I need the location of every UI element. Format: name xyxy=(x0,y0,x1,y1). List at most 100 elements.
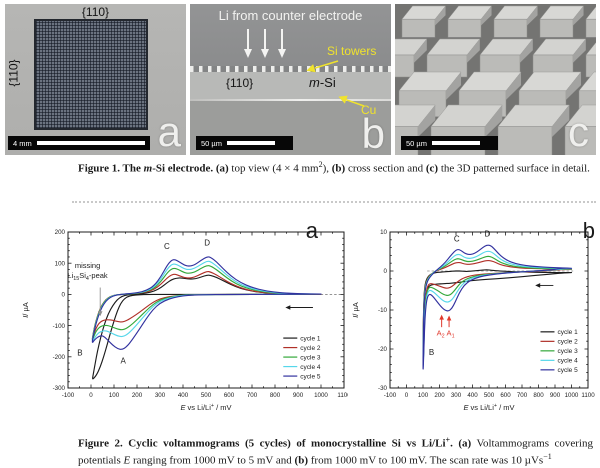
series xyxy=(91,256,322,380)
series-cycle-4 xyxy=(91,260,322,342)
svg-text:cycle 3: cycle 3 xyxy=(557,348,578,355)
patterned-silicon-chip xyxy=(34,19,148,130)
annotations: C D BA2 A1 xyxy=(429,230,554,357)
svg-text:cycle 4: cycle 4 xyxy=(557,358,578,365)
series-cycle-2 xyxy=(422,259,573,364)
series xyxy=(422,244,573,370)
svg-text:cycle 1: cycle 1 xyxy=(300,335,321,342)
svg-text:A1: A1 xyxy=(447,329,455,340)
svg-text:cycle 5: cycle 5 xyxy=(557,367,578,374)
series-cycle-5 xyxy=(91,256,322,350)
svg-text:500: 500 xyxy=(484,392,495,399)
series-cycle-1 xyxy=(92,274,322,380)
cv-chart-b-plot: -100 0 100 200 300 400 500 600 700 800 900 1000 1100… xyxy=(351,229,595,412)
svg-text:900: 900 xyxy=(550,392,561,399)
axes: -100010020030040050060070080090010001100… xyxy=(53,229,352,399)
svg-text:0: 0 xyxy=(89,392,93,399)
panel-letter-a: a xyxy=(157,108,181,155)
svg-text:missing: missing xyxy=(75,261,100,270)
scale-bar-label: 50 µm xyxy=(406,138,427,148)
electrolyte-region xyxy=(190,4,391,66)
svg-text:-300: -300 xyxy=(53,385,66,392)
series-cycle-2 xyxy=(91,270,322,340)
figure1-caption: Figure 1. The m-Si electrode. (a) top vi… xyxy=(78,160,590,175)
msi-italic-m: m xyxy=(309,75,320,90)
svg-text:500: 500 xyxy=(201,392,212,399)
panel-b-arrows xyxy=(244,29,365,107)
svg-text:-100: -100 xyxy=(53,323,66,330)
cv-chart-a-plot: -100010020030040050060070080090010001100… xyxy=(21,229,352,412)
crystal-plane-top-label: {110} xyxy=(81,5,110,19)
li-arrowhead-1 xyxy=(244,49,252,58)
svg-text:300: 300 xyxy=(155,392,166,399)
si-towers-arrow xyxy=(314,60,339,69)
scale-bar: 50 µm xyxy=(401,136,498,150)
si-towers-arrowhead xyxy=(306,64,316,73)
legend: cycle 1 cycle 2 cycle 3 cycle 4 cycle 5 xyxy=(540,329,578,374)
svg-text:0: 0 xyxy=(62,292,66,299)
svg-text:cycle 5: cycle 5 xyxy=(300,373,321,380)
cu-arrow xyxy=(345,98,365,107)
scale-bar-label: 4 mm xyxy=(13,138,32,148)
svg-text:700: 700 xyxy=(517,392,528,399)
svg-text:0: 0 xyxy=(405,392,409,399)
cu-layer-line xyxy=(190,99,391,101)
cu-label: Cu xyxy=(361,103,377,117)
li-counter-electrode-label: Li from counter electrode xyxy=(218,8,363,23)
svg-text:1100: 1100 xyxy=(337,392,348,399)
si-towers-row xyxy=(190,66,391,72)
series-cycle-5 xyxy=(422,244,573,370)
cv-chart-a: -100010020030040050060070080090010001100… xyxy=(18,212,352,436)
chart-panel-letter-b: b xyxy=(582,218,595,243)
series-cycle-3 xyxy=(91,265,322,341)
svg-text:900: 900 xyxy=(293,392,304,399)
legend: cycle 1 cycle 2 cycle 3 cycle 4 cycle 5 xyxy=(283,335,321,380)
svg-text:200: 200 xyxy=(132,392,143,399)
svg-text:B: B xyxy=(429,348,434,357)
svg-text:-10: -10 xyxy=(378,307,388,314)
y-axis-label: I/ µA xyxy=(351,302,360,318)
svg-text:cycle 4: cycle 4 xyxy=(300,364,321,371)
svg-text:1000: 1000 xyxy=(314,392,328,399)
svg-text:10: 10 xyxy=(380,229,387,236)
crystal-plane-label: {110} xyxy=(226,76,254,90)
svg-text:1100: 1100 xyxy=(581,392,595,399)
svg-text:-20: -20 xyxy=(378,346,388,353)
si-towers-label: Si towers xyxy=(327,44,377,58)
panel-letter-b: b xyxy=(361,110,385,155)
svg-text:400: 400 xyxy=(467,392,478,399)
scale-bar: 50 µm xyxy=(196,136,293,150)
svg-text:-100: -100 xyxy=(384,392,397,399)
svg-text:Li15Si4-peak: Li15Si4-peak xyxy=(67,271,108,282)
panel-letter-c: c xyxy=(568,108,589,155)
svg-text:C: C xyxy=(164,242,170,251)
li-arrowhead-3 xyxy=(278,49,286,58)
li-arrowhead-2 xyxy=(261,49,269,58)
svg-text:cycle 1: cycle 1 xyxy=(557,329,578,336)
svg-text:cycle 2: cycle 2 xyxy=(557,339,578,346)
svg-text:600: 600 xyxy=(500,392,511,399)
sem-cube-array xyxy=(395,4,596,155)
x-axis-label: E vs Li/Li+ / mV xyxy=(463,403,514,412)
micrograph-panel-c: 50 µm c xyxy=(395,4,596,155)
cv-chart-b: -100 0 100 200 300 400 500 600 700 800 900 1000 1100… xyxy=(348,212,598,436)
svg-text:800: 800 xyxy=(533,392,544,399)
x-axis-label: E vs Li/Li+ / mV xyxy=(180,403,231,412)
scale-bar-line xyxy=(36,141,145,145)
svg-text:300: 300 xyxy=(451,392,462,399)
svg-text:B: B xyxy=(77,349,82,358)
svg-text:700: 700 xyxy=(247,392,258,399)
svg-text:100: 100 xyxy=(55,260,66,267)
svg-text:C: C xyxy=(454,234,460,243)
scale-bar: 4 mm xyxy=(8,136,150,150)
scale-bar-label: 50 µm xyxy=(201,138,222,148)
svg-text:D: D xyxy=(204,239,210,248)
svg-text:D: D xyxy=(484,230,490,239)
svg-text:200: 200 xyxy=(434,392,445,399)
svg-text:100: 100 xyxy=(418,392,429,399)
scale-bar-line xyxy=(227,141,275,145)
svg-text:200: 200 xyxy=(55,229,66,236)
figure2-caption: Figure 2. Cyclic voltammograms (5 cycles… xyxy=(78,435,593,467)
scale-bar-line xyxy=(432,141,480,145)
